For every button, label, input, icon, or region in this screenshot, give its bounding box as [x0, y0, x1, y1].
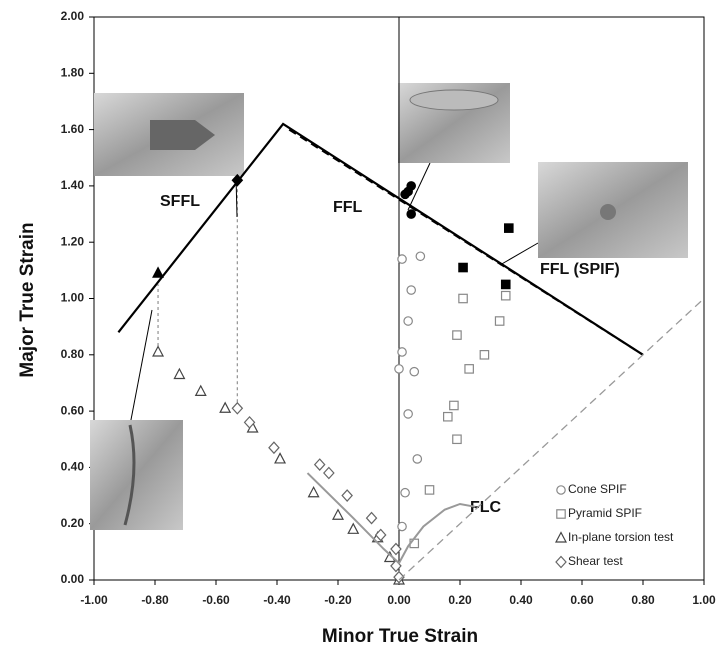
y-tick-label: 1.40 — [61, 178, 85, 192]
marker — [557, 486, 565, 494]
marker — [425, 486, 433, 494]
marker — [453, 331, 461, 339]
y-tick-label: 0.40 — [61, 460, 85, 474]
x-tick-label: 0.00 — [387, 593, 411, 607]
marker — [557, 510, 565, 518]
marker — [398, 255, 406, 263]
annotation: FFL (SPIF) — [540, 261, 620, 278]
marker — [398, 522, 406, 530]
legend-label: Shear test — [568, 554, 623, 568]
x-tick-label: -1.00 — [80, 593, 108, 607]
y-tick-label: 0.20 — [61, 516, 85, 530]
x-tick-label: 0.80 — [631, 593, 655, 607]
marker — [453, 435, 461, 443]
marker — [407, 210, 415, 218]
marker — [495, 317, 503, 325]
marker — [480, 351, 488, 359]
x-tick-label: 1.00 — [692, 593, 716, 607]
marker — [401, 489, 409, 497]
x-axis-title: Minor True Strain — [322, 626, 478, 647]
y-tick-label: 2.00 — [61, 9, 85, 23]
marker — [395, 365, 403, 373]
annotation: SFFL — [160, 193, 200, 210]
x-tick-label: -0.40 — [263, 593, 291, 607]
x-tick-label: -0.60 — [202, 593, 230, 607]
marker — [398, 348, 406, 356]
y-tick-label: 1.20 — [61, 234, 85, 248]
marker — [505, 224, 513, 232]
annotation: FFL — [333, 199, 363, 216]
marker — [413, 455, 421, 463]
legend-label: Cone SPIF — [568, 482, 627, 496]
marker — [502, 280, 510, 288]
y-tick-label: 1.60 — [61, 122, 85, 136]
y-tick-label: 0.80 — [61, 347, 85, 361]
marker — [459, 263, 467, 271]
legend-label: Pyramid SPIF — [568, 506, 642, 520]
y-axis-title: Major True Strain — [17, 222, 38, 377]
marker — [450, 401, 458, 409]
marker — [404, 317, 412, 325]
marker — [404, 410, 412, 418]
y-tick-label: 0.00 — [61, 572, 85, 586]
marker — [416, 252, 424, 260]
x-tick-label: -0.20 — [324, 593, 352, 607]
x-tick-label: -0.80 — [141, 593, 169, 607]
x-tick-label: 0.20 — [448, 593, 472, 607]
marker — [407, 182, 415, 190]
x-tick-label: 0.60 — [570, 593, 594, 607]
marker — [407, 286, 415, 294]
y-tick-label: 1.00 — [61, 291, 85, 305]
chart: SFFL FFL FFL (SPIF) FLC Minor True Strai… — [0, 0, 721, 652]
x-tick-label: 0.40 — [509, 593, 533, 607]
marker — [465, 365, 473, 373]
y-tick-label: 1.80 — [61, 65, 85, 79]
marker — [502, 291, 510, 299]
marker — [459, 294, 467, 302]
marker — [444, 413, 452, 421]
y-tick-label: 0.60 — [61, 403, 85, 417]
marker — [410, 367, 418, 375]
legend-label: In-plane torsion test — [568, 530, 674, 544]
